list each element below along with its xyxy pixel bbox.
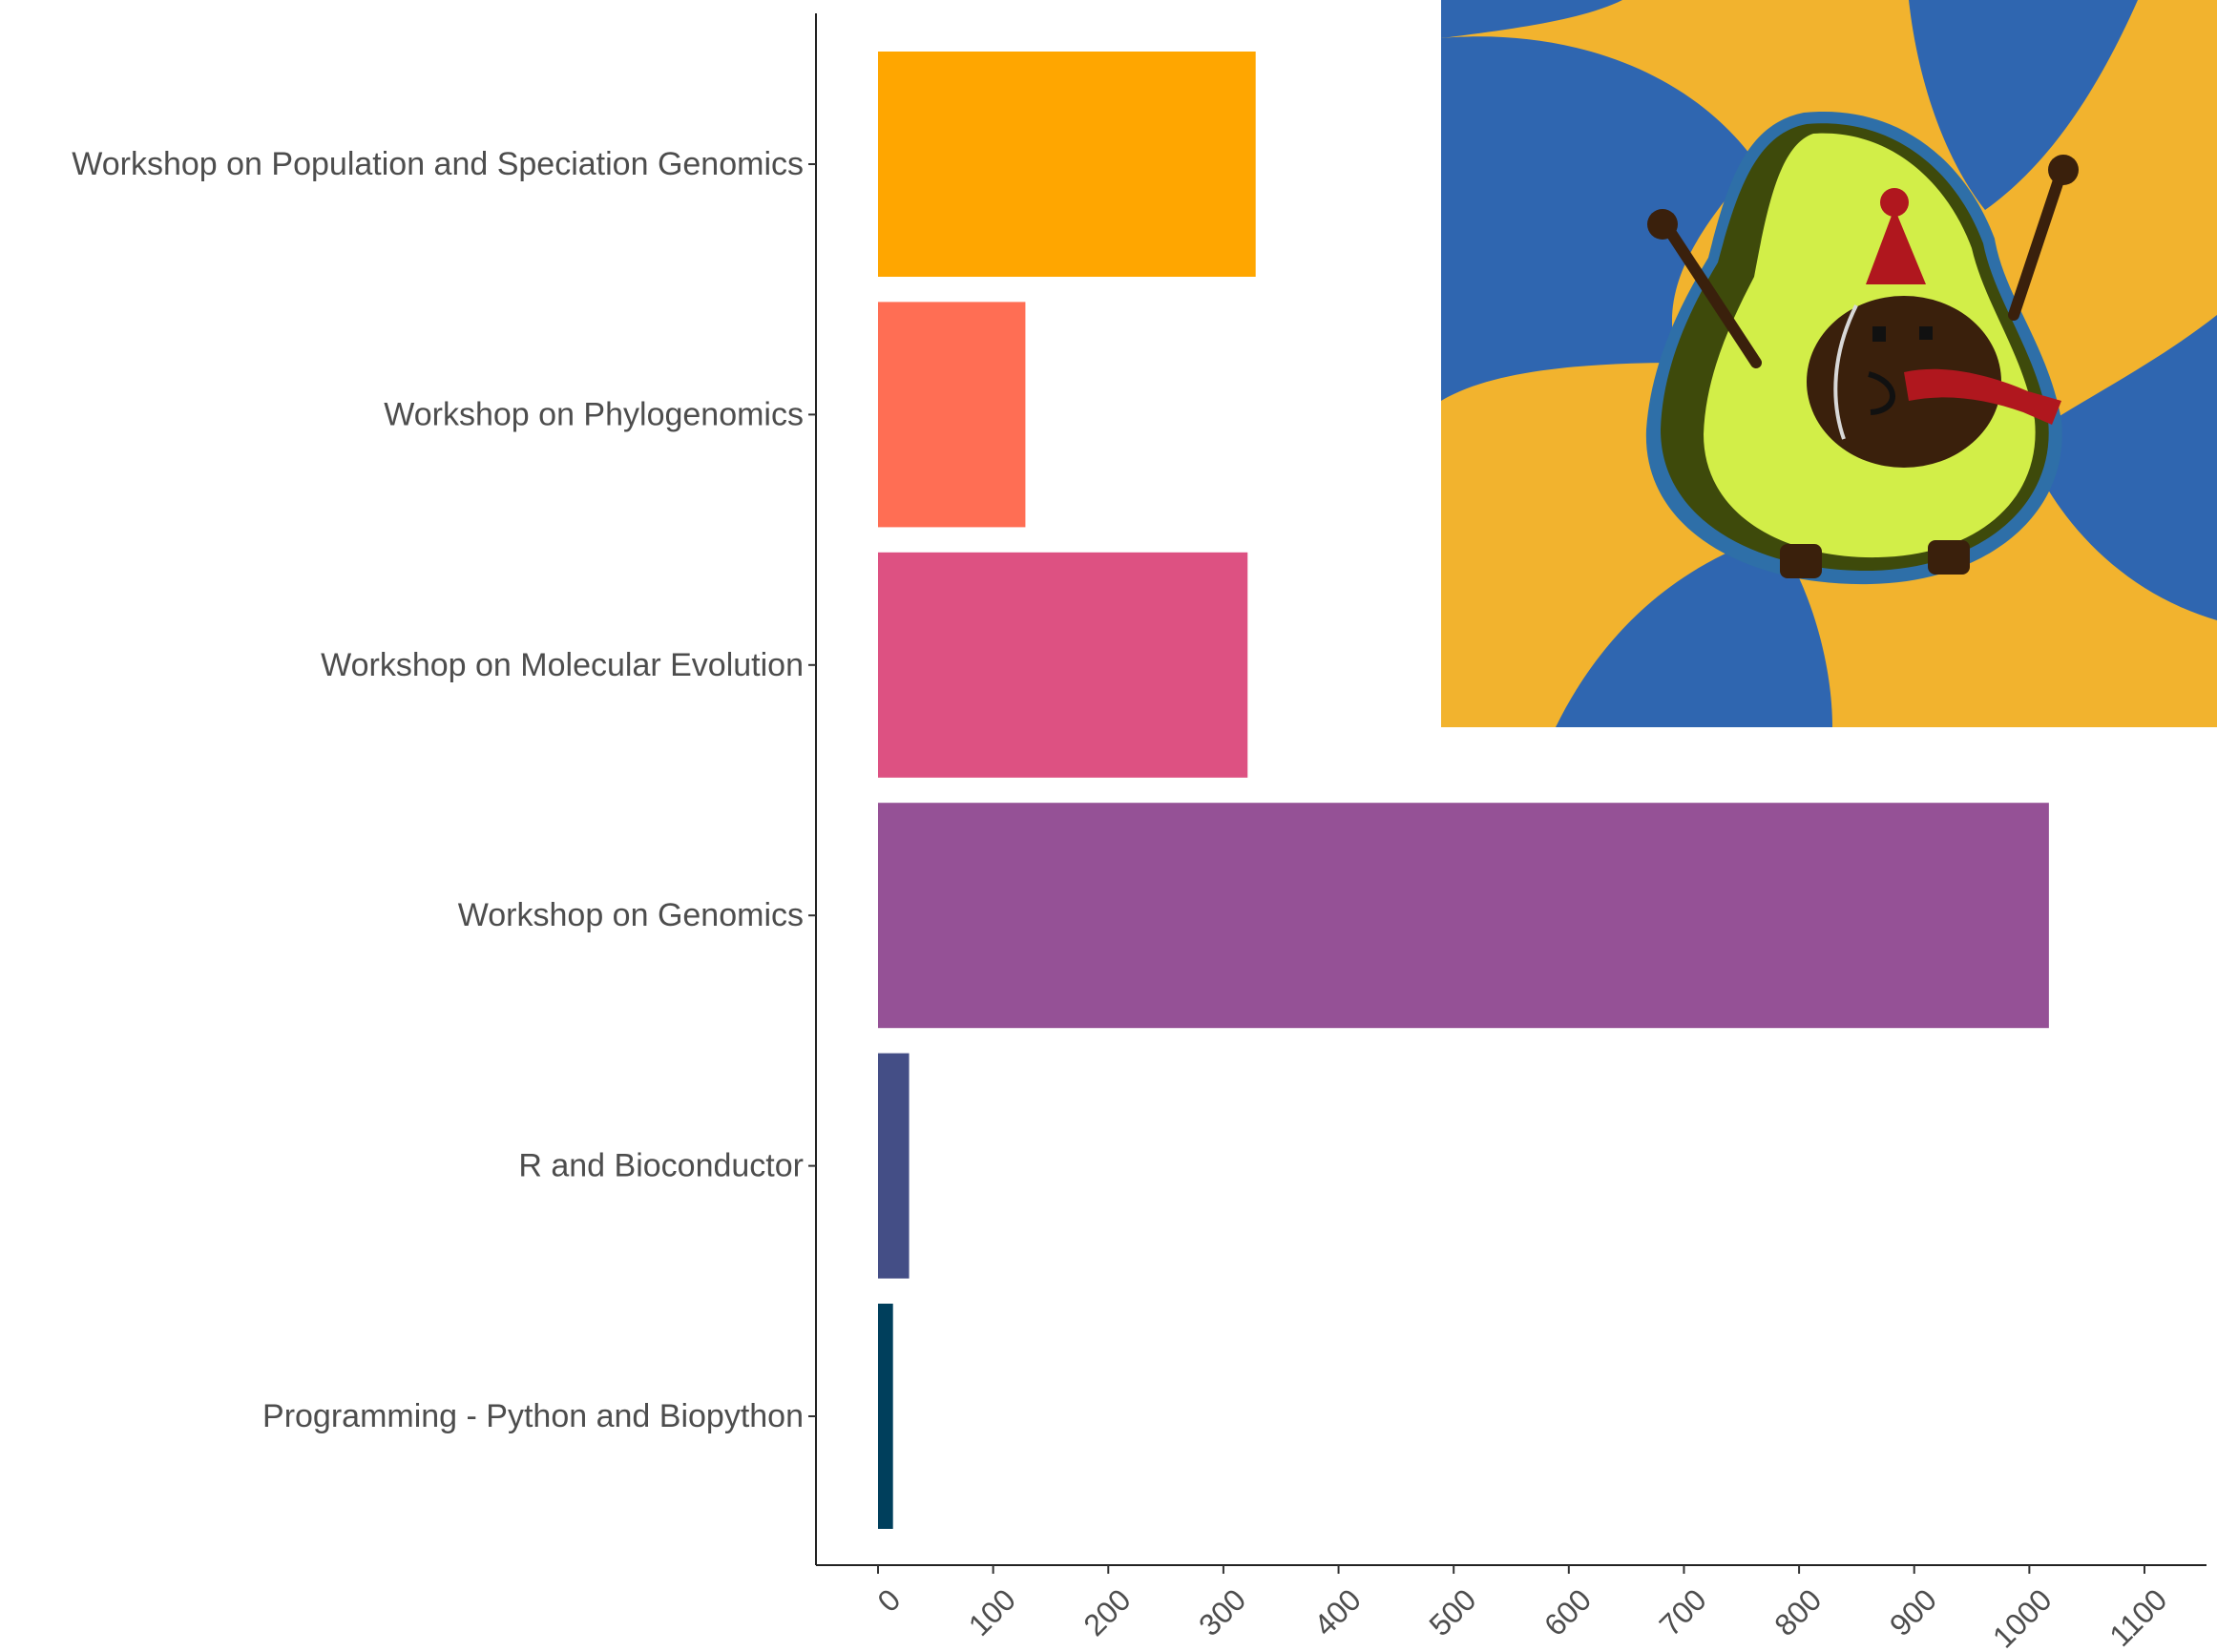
avocado-left-arm	[1660, 219, 1762, 368]
y-tick-label: Workshop on Molecular Evolution	[321, 647, 804, 683]
bar	[878, 302, 1026, 528]
bar	[878, 1053, 910, 1279]
swirl-shape	[1441, 36, 1756, 402]
avocado-scarf	[1904, 368, 2061, 425]
avocado-eye	[1872, 326, 1886, 342]
bar	[878, 52, 1256, 277]
hat-pompom	[1880, 188, 1909, 217]
avocado-eye	[1919, 326, 1933, 340]
pit-highlight	[1833, 304, 1858, 440]
bars-group	[878, 52, 2049, 1529]
swirl-shape	[2023, 315, 2217, 620]
y-tick-label: Workshop on Phylogenomics	[384, 396, 804, 432]
swirl-shape	[1556, 534, 1832, 727]
bar	[878, 803, 2049, 1029]
avocado-pit	[1807, 296, 2001, 468]
bar	[878, 1304, 893, 1529]
avocado-right-hand	[2048, 155, 2079, 185]
party-hat	[1866, 208, 1926, 284]
y-tick-label: Workshop on Genomics	[458, 897, 804, 933]
y-axis: Workshop on Population and Speciation Ge…	[72, 146, 816, 1434]
y-tick-label: Workshop on Population and Speciation Ge…	[72, 146, 804, 182]
y-tick-label: Programming - Python and Biopython	[262, 1398, 804, 1434]
avocado-foot	[1928, 540, 1970, 575]
swirl-shape	[1909, 0, 2138, 210]
avocado-left-hand	[1647, 209, 1678, 240]
swirl-shape	[1441, 0, 1622, 38]
y-tick-label: R and Bioconductor	[518, 1148, 804, 1184]
avocado-illustration	[1441, 0, 2217, 727]
avocado-mouth	[1868, 371, 1895, 415]
avocado-foot	[1780, 544, 1822, 578]
avocado-right-arm	[2008, 166, 2067, 321]
bar	[878, 552, 1248, 778]
